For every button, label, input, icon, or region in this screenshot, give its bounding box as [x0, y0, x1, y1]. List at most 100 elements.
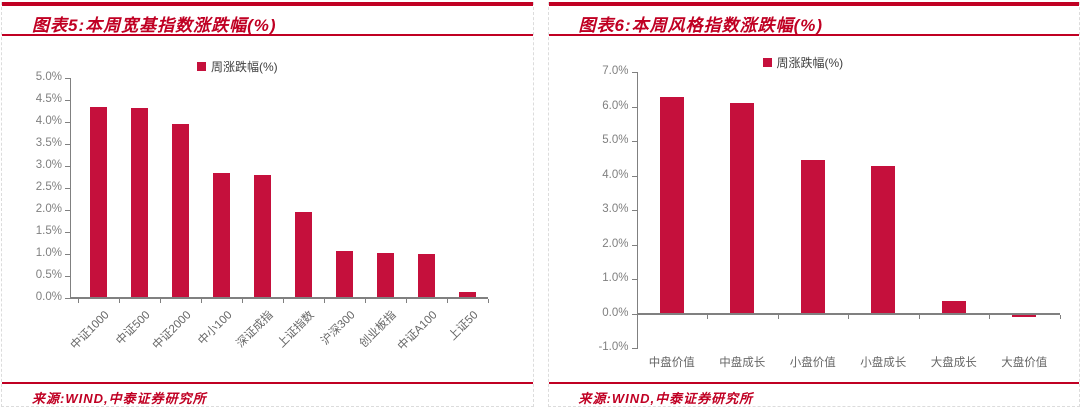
figure5-legend: 周涨跌幅(%) [197, 58, 278, 75]
x-tick-mark [324, 299, 325, 303]
x-tick-mark [447, 299, 448, 303]
y-tick-mark [65, 210, 70, 211]
y-tick-label: 2.0% [35, 203, 62, 215]
bar-3 [871, 165, 896, 314]
x-tick-mark [1059, 314, 1061, 319]
y-tick-mark [631, 210, 637, 211]
figure5-panel: 图表5:本周宽基指数涨跌幅(%) 周涨跌幅(%) 5.0% 4.5% 4.0% 3.5… [1, 2, 534, 407]
x-tick-mark [848, 314, 849, 319]
bar-4 [254, 174, 271, 298]
y-tick-label: 3.5% [35, 137, 62, 149]
figure6-top-rule [548, 2, 1079, 6]
y-tick-mark [631, 175, 637, 177]
x-tick-mark [119, 299, 120, 303]
figure6-legend-label: 周涨跌幅(%) [776, 56, 844, 70]
y-tick-label: 7.0% [602, 65, 629, 77]
y-tick-mark [65, 78, 70, 79]
y-tick-mark [631, 244, 637, 246]
y-tick-label: 4.0% [35, 115, 62, 127]
y-tick-label: 1.5% [35, 225, 62, 237]
x-tick-label: 大盘价值 [1001, 357, 1048, 369]
x-tick-mark [242, 299, 243, 303]
figure6-bar-chart: 周涨跌幅(%) 7.0% 6.0% 5.0% 4.0% 3.0% 2.0% 1.0% 0.0%… [549, 36, 1080, 382]
x-tick-mark [488, 299, 489, 303]
bar-3 [213, 172, 230, 298]
x-tick-mark [283, 299, 284, 303]
y-tick-label: 3.0% [602, 203, 629, 215]
bar-6 [336, 250, 353, 298]
figure6-panel: 图表6:本周风格指数涨跌幅(%) 周涨跌幅(%) 7.0% 6.0% 5.0% 4.0… [547, 2, 1080, 407]
x-tick-label: 中盘价值 [648, 357, 695, 369]
figure5-top-rule [2, 2, 533, 6]
y-tick-mark [631, 141, 637, 142]
x-axis-line [70, 297, 488, 299]
figure6-legend: 周涨跌幅(%) [762, 54, 844, 71]
figure5-bar-chart: 周涨跌幅(%) 5.0% 4.5% 4.0% 3.5% 3.0% 2.5% 2.0% 1.5%… [2, 36, 533, 382]
bar-2 [172, 123, 189, 298]
figure5-footer-rule [2, 382, 533, 384]
y-tick-label: 6.0% [602, 99, 629, 112]
y-tick-mark [631, 72, 637, 73]
figure6-source: 来源:WIND,中泰证券研究所 [578, 391, 754, 406]
x-tick-mark [78, 299, 79, 303]
y-tick-mark [65, 122, 70, 123]
x-tick-mark [201, 299, 202, 303]
y-tick-label: 2.5% [35, 181, 62, 193]
bar-9 [459, 292, 476, 298]
bar-1 [730, 103, 755, 314]
y-tick-mark [65, 298, 70, 299]
y-tick-mark [631, 348, 637, 349]
y-tick-label: 1.0% [35, 247, 62, 259]
figure5-source: 来源:WIND,中泰证券研究所 [32, 391, 207, 406]
bar-1 [131, 108, 148, 298]
y-tick-mark [65, 254, 70, 255]
bar-2 [800, 159, 825, 314]
y-tick-label: 0.0% [35, 291, 62, 303]
y-axis-line [636, 72, 638, 349]
y-tick-mark [65, 144, 70, 145]
y-tick-label: 4.5% [35, 93, 62, 105]
y-tick-label: 5.0% [35, 71, 62, 83]
y-tick-mark [631, 106, 637, 108]
bar-5 [1012, 313, 1037, 317]
y-tick-label: 3.0% [35, 159, 62, 171]
y-axis-line [70, 78, 71, 299]
x-tick-mark [636, 314, 638, 319]
y-tick-mark [631, 313, 637, 315]
x-tick-label: 上证50 [446, 309, 481, 343]
y-tick-mark [65, 166, 70, 167]
x-tick-mark [160, 299, 161, 303]
x-tick-mark [918, 314, 920, 319]
bar-5 [295, 211, 312, 298]
bar-0 [90, 107, 107, 298]
y-tick-label: 2.0% [602, 237, 629, 250]
figure5-legend-label: 周涨跌幅(%) [211, 60, 278, 74]
y-tick-label: 0.0% [602, 306, 629, 319]
x-tick-label: 大盘成长 [930, 357, 977, 369]
bar-8 [418, 254, 435, 298]
figure6-footer-rule [548, 382, 1079, 384]
y-tick-mark [65, 188, 70, 189]
legend-swatch-icon [197, 62, 206, 71]
y-tick-mark [65, 232, 70, 233]
y-tick-mark [65, 100, 70, 101]
bar-4 [941, 301, 966, 314]
y-tick-label: 4.0% [602, 168, 629, 181]
y-tick-mark [65, 276, 70, 277]
x-tick-mark [777, 314, 779, 319]
y-tick-mark [631, 279, 637, 280]
y-tick-label: -1.0% [598, 341, 629, 353]
x-tick-mark [406, 299, 407, 303]
y-tick-label: 5.0% [602, 134, 629, 146]
legend-swatch-icon [762, 58, 772, 67]
x-tick-mark [365, 299, 366, 303]
x-tick-mark [989, 314, 990, 319]
figure6-title: 图表6:本周风格指数涨跌幅(%) [548, 6, 1079, 36]
x-tick-label: 中盘成长 [719, 357, 766, 369]
figure5-title: 图表5:本周宽基指数涨跌幅(%) [2, 6, 533, 36]
x-tick-label: 小盘价值 [789, 357, 836, 369]
x-tick-mark [707, 314, 708, 319]
bar-7 [377, 252, 394, 298]
y-tick-label: 1.0% [602, 272, 629, 284]
